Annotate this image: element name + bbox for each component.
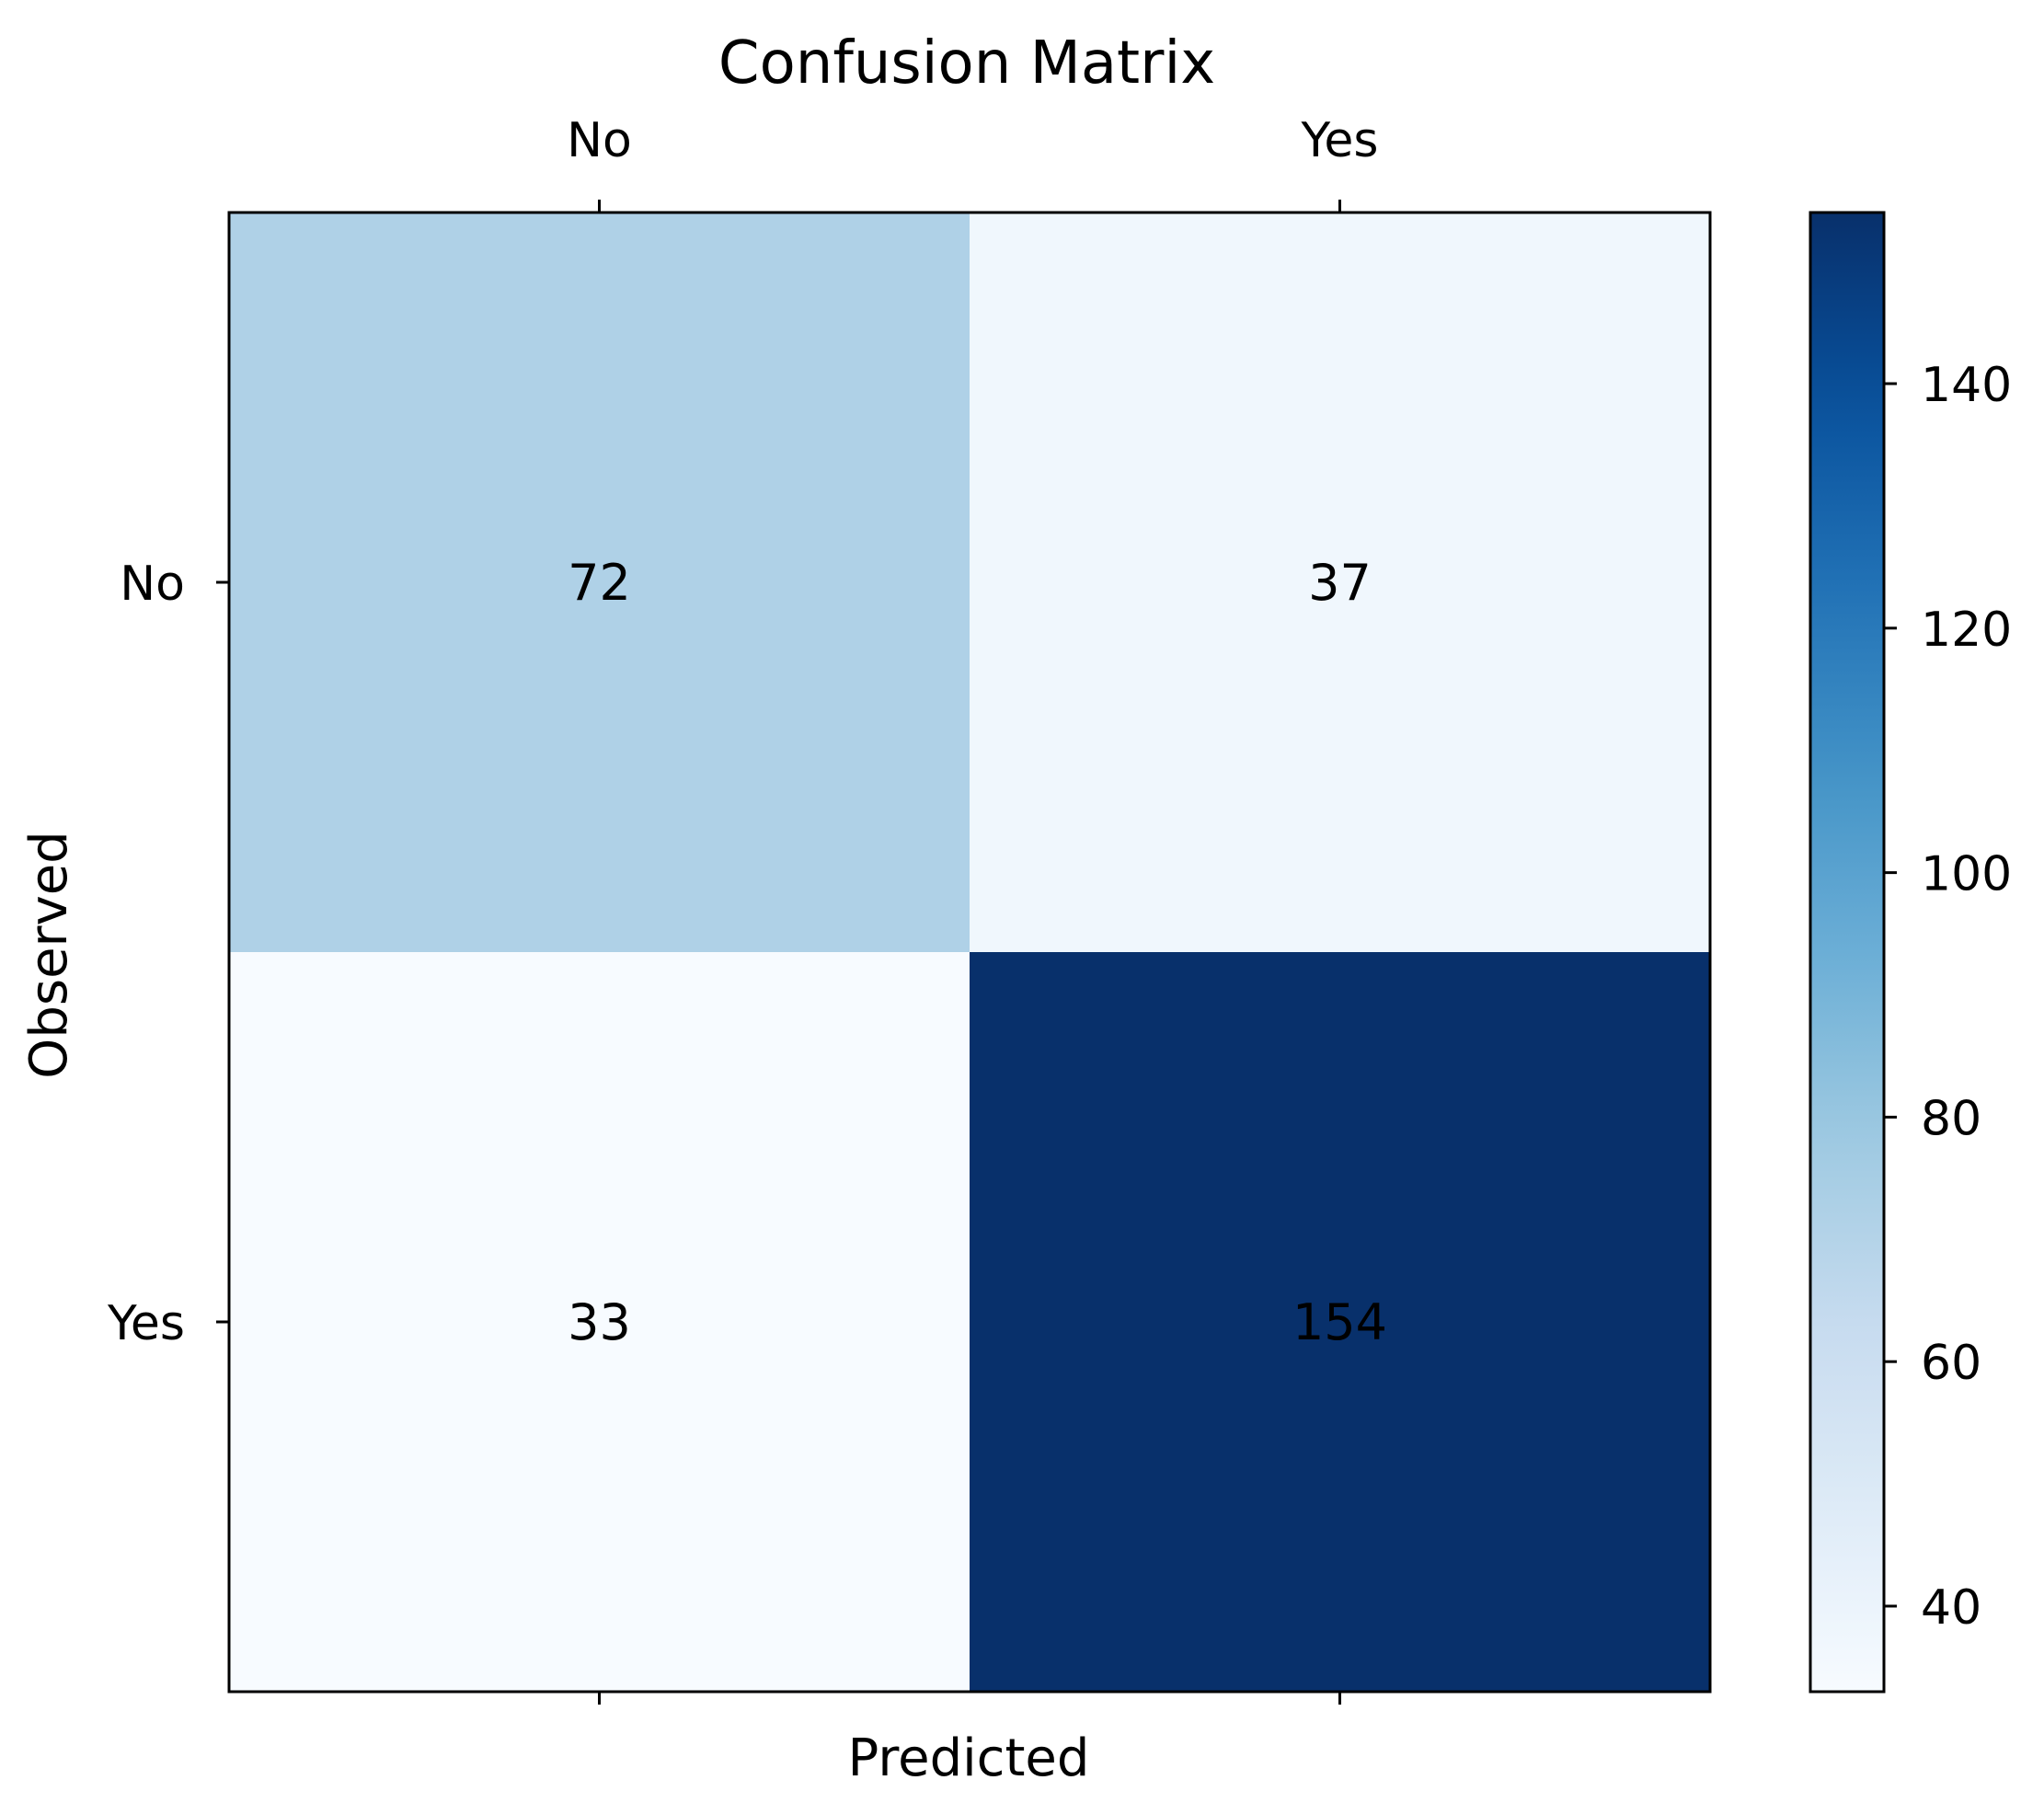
cell-value-labels: 72 37 33 154 <box>568 554 1387 1351</box>
y-tick-label: Yes <box>107 1296 185 1351</box>
colorbar-tick-label: 140 <box>1921 358 2012 413</box>
cell-value-label: 37 <box>1308 554 1372 612</box>
colorbar-tick-label: 60 <box>1921 1336 1981 1391</box>
heatmap-cells <box>229 212 1710 1692</box>
colorbar-tick-label: 40 <box>1921 1580 1981 1636</box>
cell-value-label: 72 <box>568 554 631 612</box>
x-tick-label: Yes <box>1301 113 1379 168</box>
cell-value-label: 33 <box>568 1293 631 1351</box>
x-axis-ticks: No Yes <box>567 113 1378 1705</box>
colorbar-gradient <box>1809 211 1886 1694</box>
plot-frame <box>227 211 1712 1694</box>
y-axis-ticks: No Yes <box>107 557 229 1351</box>
heatmap-cell <box>970 212 1710 952</box>
y-tick-label: No <box>120 557 185 612</box>
colorbar-tick-label: 120 <box>1921 603 2012 658</box>
y-axis-label: Observed <box>19 831 79 1078</box>
heatmap-cell <box>970 952 1710 1692</box>
heatmap-cell <box>229 212 970 952</box>
colorbar-tick-label: 80 <box>1921 1091 1981 1146</box>
colorbar: 40 60 80 100 120 140 <box>1809 211 2012 1694</box>
heatmap-cell <box>229 952 970 1692</box>
x-axis-label: Predicted <box>848 1728 1090 1788</box>
chart-title: Confusion Matrix <box>718 29 1215 98</box>
x-tick-label: No <box>567 113 632 168</box>
colorbar-tick-label: 100 <box>1921 847 2012 902</box>
cell-value-label: 154 <box>1292 1293 1387 1351</box>
